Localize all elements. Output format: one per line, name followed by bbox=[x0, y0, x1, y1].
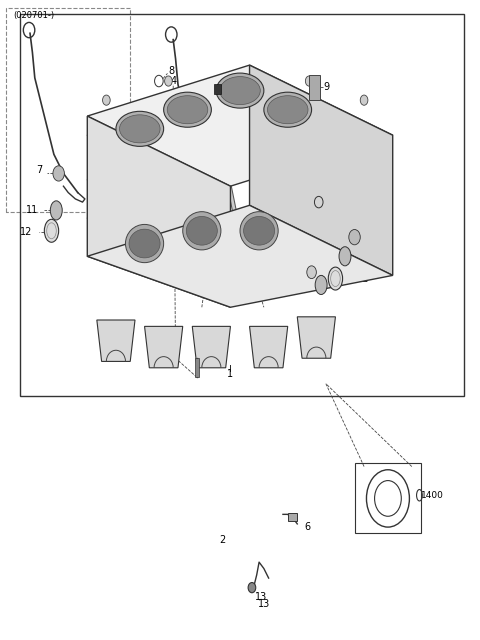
Circle shape bbox=[307, 266, 316, 278]
Text: (020701-): (020701-) bbox=[13, 11, 54, 20]
Text: 8: 8 bbox=[326, 188, 332, 198]
Ellipse shape bbox=[116, 111, 164, 147]
Ellipse shape bbox=[44, 220, 59, 243]
Text: 5: 5 bbox=[85, 128, 91, 138]
Polygon shape bbox=[250, 326, 288, 368]
Polygon shape bbox=[250, 65, 393, 275]
Ellipse shape bbox=[220, 77, 260, 104]
Bar bbox=[355, 463, 421, 534]
Polygon shape bbox=[87, 205, 393, 307]
Ellipse shape bbox=[240, 212, 278, 250]
Bar bbox=[288, 513, 297, 521]
Ellipse shape bbox=[186, 216, 217, 245]
Text: 2: 2 bbox=[226, 159, 232, 169]
Text: 8: 8 bbox=[168, 67, 175, 77]
Ellipse shape bbox=[339, 246, 351, 266]
Bar bbox=[214, 84, 221, 94]
Text: 13: 13 bbox=[255, 592, 268, 602]
Ellipse shape bbox=[243, 216, 275, 245]
Polygon shape bbox=[192, 326, 230, 368]
Circle shape bbox=[248, 582, 256, 593]
Text: 7: 7 bbox=[369, 232, 375, 242]
Text: 4: 4 bbox=[170, 76, 176, 86]
Bar bbox=[309, 75, 320, 100]
Polygon shape bbox=[144, 326, 183, 368]
Text: 11: 11 bbox=[26, 205, 38, 216]
Text: 1400: 1400 bbox=[421, 491, 444, 500]
Ellipse shape bbox=[216, 73, 264, 108]
Circle shape bbox=[349, 230, 360, 245]
Ellipse shape bbox=[328, 267, 343, 290]
Circle shape bbox=[305, 76, 313, 86]
Polygon shape bbox=[87, 116, 230, 307]
Ellipse shape bbox=[120, 115, 160, 143]
Bar bbox=[21, 14, 464, 396]
Text: (010129-020701) 5: (010129-020701) 5 bbox=[104, 115, 178, 124]
Circle shape bbox=[53, 166, 64, 181]
Ellipse shape bbox=[125, 225, 164, 262]
Text: 6: 6 bbox=[304, 522, 311, 532]
Circle shape bbox=[103, 95, 110, 105]
Ellipse shape bbox=[264, 92, 312, 127]
Text: 9: 9 bbox=[324, 83, 330, 92]
Ellipse shape bbox=[167, 96, 208, 124]
Ellipse shape bbox=[164, 92, 211, 127]
Ellipse shape bbox=[129, 229, 160, 258]
Text: 13: 13 bbox=[258, 598, 270, 609]
Text: 11: 11 bbox=[362, 252, 374, 261]
Ellipse shape bbox=[50, 201, 62, 220]
Text: 10: 10 bbox=[324, 268, 336, 277]
Text: 3: 3 bbox=[228, 87, 234, 97]
Text: 7: 7 bbox=[36, 165, 42, 175]
Ellipse shape bbox=[267, 96, 308, 124]
Circle shape bbox=[360, 95, 368, 105]
Polygon shape bbox=[87, 65, 393, 186]
Text: 1: 1 bbox=[228, 369, 233, 379]
Ellipse shape bbox=[315, 275, 327, 294]
Polygon shape bbox=[97, 320, 135, 362]
Ellipse shape bbox=[183, 212, 221, 250]
Bar bbox=[195, 358, 199, 378]
Circle shape bbox=[165, 76, 172, 86]
Text: 12: 12 bbox=[357, 273, 369, 284]
Text: 12: 12 bbox=[20, 227, 33, 237]
Text: 2: 2 bbox=[219, 535, 226, 545]
Polygon shape bbox=[297, 317, 336, 358]
